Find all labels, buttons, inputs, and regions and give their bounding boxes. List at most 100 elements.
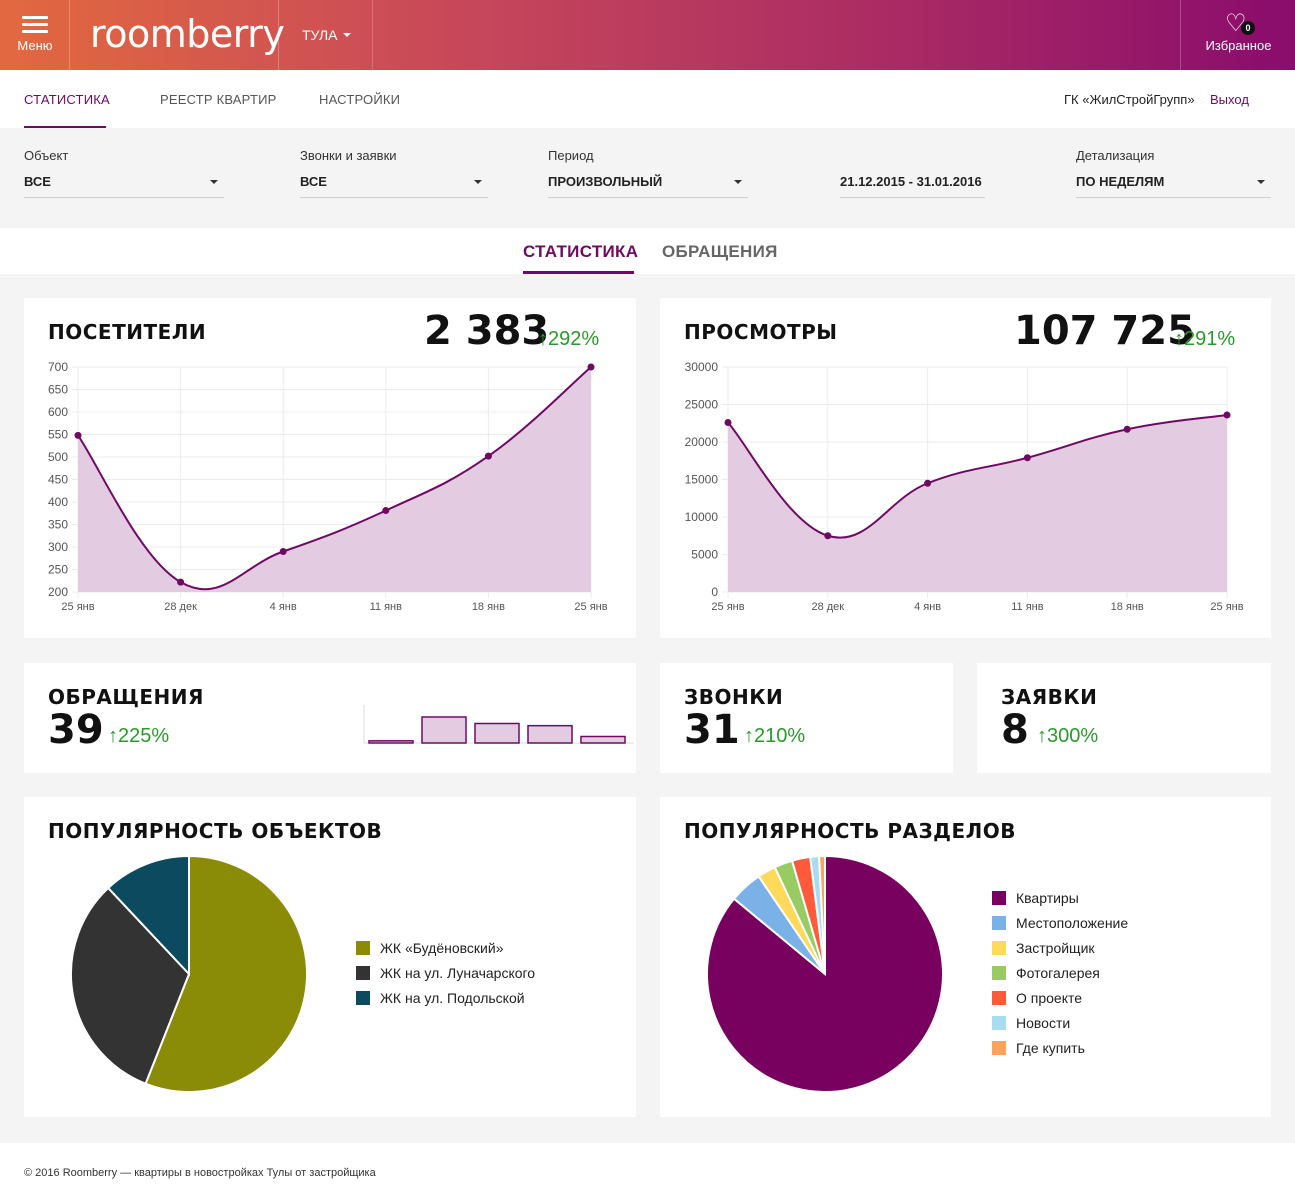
legend-item: ЖК «Будёновский» xyxy=(356,940,535,965)
pie-slice xyxy=(818,854,826,975)
y-tick-label: 30000 xyxy=(685,360,719,374)
tab-statistics[interactable]: СТАТИСТИКА xyxy=(24,92,110,107)
sections-legend: Квартиры Местоположение Застройщик Фотогале… xyxy=(992,890,1128,1065)
legend-swatch xyxy=(992,1041,1006,1055)
legend-item: О проекте xyxy=(992,990,1128,1015)
favorites-label: Избранное xyxy=(1205,38,1272,53)
legend-swatch xyxy=(992,891,1006,905)
section-tabs: СТАТИСТИКА ОБРАЩЕНИЯ xyxy=(0,228,1295,274)
legend-swatch xyxy=(992,991,1006,1005)
legend-label: Застройщик xyxy=(1016,940,1095,956)
divider xyxy=(278,0,279,70)
legend-item: Местоположение xyxy=(992,915,1128,940)
chevron-down-icon[interactable] xyxy=(343,33,351,37)
copyright-text: © 2016 Roomberry — квартиры в новостройк… xyxy=(24,1167,376,1179)
requests-card: ОБРАЩЕНИЯ 39 ↑225% xyxy=(24,663,636,773)
bar xyxy=(580,735,626,744)
calls-total: 31 xyxy=(684,707,740,753)
bar xyxy=(474,722,520,744)
visitors-card: ПОСЕТИТЕЛИ 2 383 ↑292% 200 250 300 350 400 45… xyxy=(24,298,636,638)
footer: © 2016 Roomberry — квартиры в новостройк… xyxy=(0,1143,1295,1203)
visitors-chart: 200 250 300 350 400 450 500 550 600 650 700 25 янв 2… xyxy=(48,360,608,613)
data-point xyxy=(1223,411,1231,419)
calls-card: ЗВОНКИ 31 ↑210% xyxy=(660,663,953,773)
chevron-down-icon xyxy=(210,180,218,184)
active-tab-indicator xyxy=(24,126,106,128)
favorites-button[interactable]: ♡ 0 Избранное xyxy=(1180,0,1295,70)
x-tick-label: 25 янв xyxy=(574,601,607,613)
views-card: ПРОСМОТРЫ 107 725 ↑291% 0 5000 10000 15000 2… xyxy=(660,298,1271,638)
x-tick-label: 25 янв xyxy=(711,601,744,613)
date-range-value: 21.12.2015 - 31.01.2016 xyxy=(840,174,982,189)
section-tab-requests[interactable]: ОБРАЩЕНИЯ xyxy=(662,242,778,261)
data-point xyxy=(484,452,492,460)
legend-label: ЖК на ул. Подольской xyxy=(380,990,525,1006)
y-tick-label: 25000 xyxy=(685,398,719,412)
objects-popularity-card: ПОПУЛЯРНОСТЬ ОБЪЕКТОВ ЖК «Будёновский» ЖК… xyxy=(24,797,636,1117)
legend-label: Фотогалерея xyxy=(1016,965,1100,981)
calls-filter[interactable]: Звонки и заявки ВСЕ xyxy=(300,148,488,198)
active-section-indicator xyxy=(523,271,634,274)
sections-popularity-card: ПОПУЛЯРНОСТЬ РАЗДЕЛОВ Квартиры Местополож… xyxy=(660,797,1271,1117)
series-line xyxy=(77,366,592,591)
city-selector[interactable]: ТУЛА xyxy=(302,27,338,43)
chevron-down-icon xyxy=(1257,180,1265,184)
data-point xyxy=(824,532,832,540)
y-tick-label: 450 xyxy=(48,473,68,487)
y-tick-label: 500 xyxy=(48,450,68,464)
sub-navigation: СТАТИСТИКА РЕЕСТР КВАРТИР НАСТРОЙКИ ГК «… xyxy=(0,70,1295,128)
object-filter-label: Объект xyxy=(24,148,69,163)
y-tick-label: 0 xyxy=(711,585,718,599)
legend-item: Квартиры xyxy=(992,890,1128,915)
y-tick-label: 200 xyxy=(48,585,68,599)
y-tick-label: 10000 xyxy=(685,510,719,524)
filters-panel: Объект ВСЕ Звонки и заявки ВСЕ Период ПР… xyxy=(0,128,1295,228)
bar xyxy=(527,724,573,744)
menu-button[interactable]: Меню xyxy=(0,0,70,70)
visitors-total: 2 383 xyxy=(424,308,550,354)
hamburger-icon xyxy=(22,16,48,34)
card-title: ЗВОНКИ xyxy=(684,685,784,709)
card-title: ПОПУЛЯРНОСТЬ ОБЪЕКТОВ xyxy=(48,819,383,843)
x-tick-label: 18 янв xyxy=(1111,601,1144,613)
logo[interactable]: roomberry xyxy=(90,12,285,56)
area-fill xyxy=(728,415,1227,592)
data-point xyxy=(279,548,287,555)
data-point xyxy=(74,431,82,439)
y-tick-label: 250 xyxy=(48,563,68,577)
pie-slice xyxy=(70,886,191,1086)
views-growth: ↑291% xyxy=(1174,328,1236,350)
calls-growth: ↑210% xyxy=(744,725,806,747)
date-range-input[interactable]: 21.12.2015 - 31.01.2016 xyxy=(840,148,985,198)
tab-apartments-registry[interactable]: РЕЕСТР КВАРТИР xyxy=(160,92,277,107)
legend-label: Местоположение xyxy=(1016,915,1129,931)
card-title: ПОПУЛЯРНОСТЬ РАЗДЕЛОВ xyxy=(684,819,1017,843)
detail-filter-label: Детализация xyxy=(1076,148,1155,163)
data-point xyxy=(1023,454,1031,462)
legend-swatch xyxy=(992,966,1006,980)
data-point xyxy=(587,363,595,371)
legend-swatch xyxy=(356,941,370,955)
y-tick-label: 550 xyxy=(48,428,68,442)
x-tick-label: 18 янв xyxy=(472,601,505,613)
sections-pie-chart xyxy=(706,854,944,1093)
logout-link[interactable]: Выход xyxy=(1210,92,1249,107)
legend-swatch xyxy=(992,916,1006,930)
x-tick-label: 11 янв xyxy=(1011,601,1044,613)
legend-label: ЖК «Будёновский» xyxy=(380,940,504,956)
object-filter[interactable]: Объект ВСЕ xyxy=(24,148,224,198)
period-filter[interactable]: Период ПРОИЗВОЛЬНЫЙ xyxy=(548,148,748,198)
legend-item: Фотогалерея xyxy=(992,965,1128,990)
detail-filter[interactable]: Детализация ПО НЕДЕЛЯМ xyxy=(1076,148,1271,198)
section-tab-statistics[interactable]: СТАТИСТИКА xyxy=(523,242,639,261)
legend-item: Где купить xyxy=(992,1040,1128,1065)
legend-swatch xyxy=(356,966,370,980)
tab-settings[interactable]: НАСТРОЙКИ xyxy=(319,92,401,107)
x-tick-label: 28 дек xyxy=(164,601,197,613)
objects-legend: ЖК «Будёновский» ЖК на ул. Луначарского ЖК… xyxy=(356,940,535,1015)
legend-label: Квартиры xyxy=(1016,890,1079,906)
y-tick-label: 600 xyxy=(48,405,68,419)
card-title: ЗАЯВКИ xyxy=(1001,685,1098,709)
calls-filter-label: Звонки и заявки xyxy=(300,148,397,163)
menu-label: Меню xyxy=(17,38,53,53)
